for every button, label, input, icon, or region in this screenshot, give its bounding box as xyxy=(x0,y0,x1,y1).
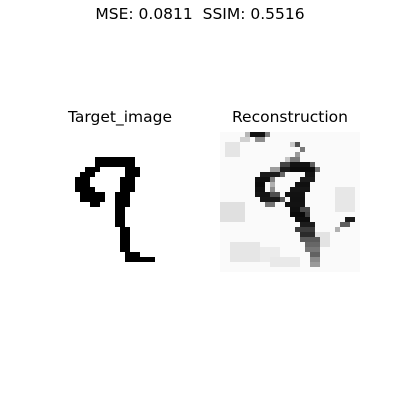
reconstruction-panel xyxy=(220,132,360,272)
reconstruction-digit-image xyxy=(220,132,360,272)
target-digit-image xyxy=(50,132,190,272)
metrics-title: MSE: 0.0811 SSIM: 0.5516 xyxy=(95,5,305,23)
reconstruction-title: Reconstruction xyxy=(231,108,348,126)
target-image-panel xyxy=(50,132,190,272)
target-image-title: Target_image xyxy=(68,108,172,126)
